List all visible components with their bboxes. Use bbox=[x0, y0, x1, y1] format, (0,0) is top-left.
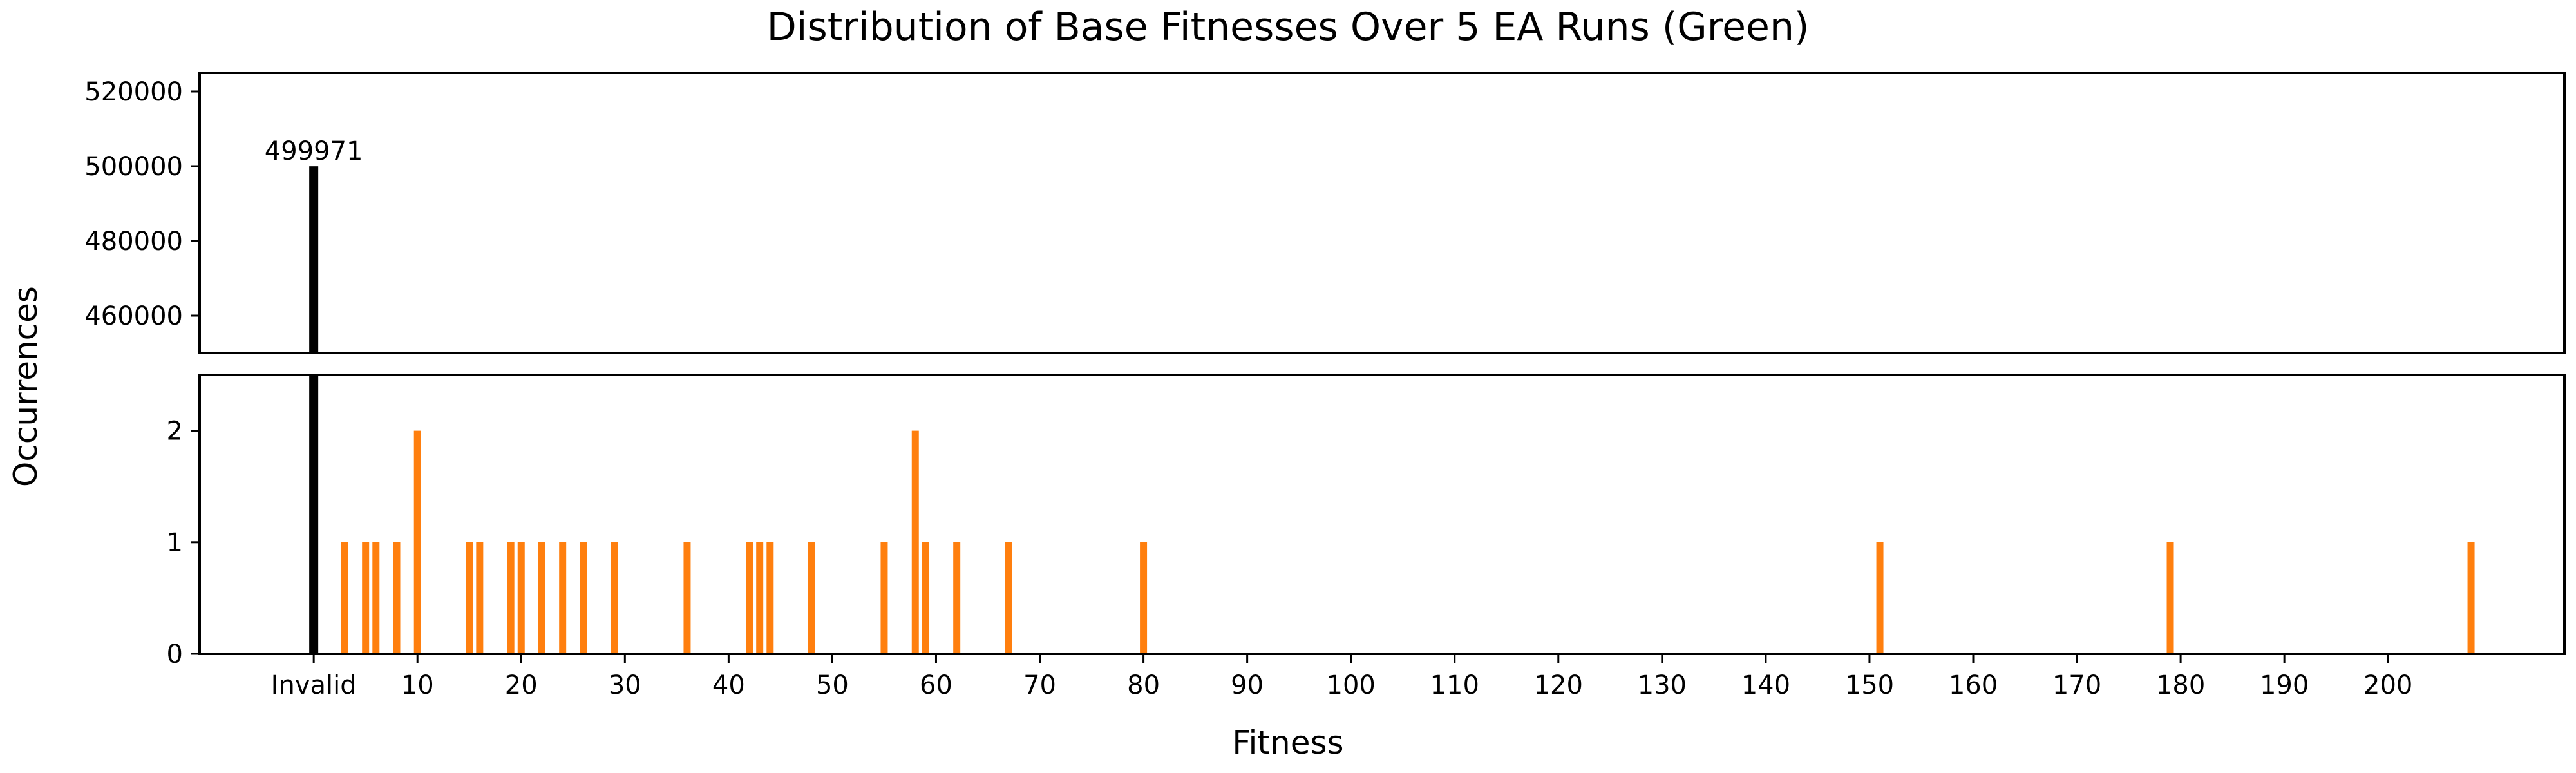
y-tick-label: 1 bbox=[167, 528, 183, 558]
x-tick-label: 60 bbox=[920, 671, 952, 700]
valid-bar-bottom bbox=[559, 542, 567, 654]
valid-bar-bottom bbox=[756, 542, 764, 654]
y-tick-label: 480000 bbox=[84, 227, 183, 256]
valid-bar-bottom bbox=[1005, 542, 1012, 654]
invalid-bar-top bbox=[309, 166, 319, 353]
bar-value-label: 499971 bbox=[265, 137, 363, 166]
top-panel-bars: 499971 bbox=[265, 137, 363, 353]
bottom-panel-frame bbox=[198, 374, 2566, 655]
valid-bar-bottom bbox=[1140, 542, 1148, 654]
valid-bar-bottom bbox=[922, 542, 929, 654]
valid-bar-bottom bbox=[517, 542, 525, 654]
x-axis-ticks: Invalid 10 20 30 40 50 60 70 80 90 100 110 120 130 140… bbox=[271, 654, 2412, 700]
valid-bar-bottom bbox=[911, 430, 919, 654]
bottom-panel-bars bbox=[309, 375, 2475, 654]
y-tick-label: 0 bbox=[167, 640, 183, 669]
x-tick-label: 90 bbox=[1231, 671, 1264, 700]
x-tick-label: 170 bbox=[2052, 671, 2101, 700]
valid-bar-bottom bbox=[362, 542, 370, 654]
valid-bar-bottom bbox=[507, 542, 515, 654]
x-tick-label: 80 bbox=[1127, 671, 1160, 700]
x-tick-label: 160 bbox=[1949, 671, 1998, 700]
valid-bar-bottom bbox=[808, 542, 815, 654]
x-tick-label: 180 bbox=[2156, 671, 2205, 700]
valid-bar-bottom bbox=[2467, 542, 2475, 654]
x-tick-label: Invalid bbox=[271, 671, 357, 700]
valid-bar-bottom bbox=[580, 542, 587, 654]
y-axis-label: Occurrences bbox=[7, 286, 44, 487]
x-tick-label: 130 bbox=[1638, 671, 1687, 700]
valid-bar-bottom bbox=[766, 542, 774, 654]
valid-bar-bottom bbox=[476, 542, 484, 654]
x-tick-label: 110 bbox=[1430, 671, 1479, 700]
valid-bar-bottom bbox=[413, 430, 421, 654]
bottom-panel-y-ticks: 0 1 2 bbox=[167, 417, 200, 669]
top-panel-y-ticks: 460000 480000 500000 520000 bbox=[84, 77, 200, 331]
x-tick-label: 100 bbox=[1327, 671, 1376, 700]
top-panel-frame bbox=[198, 72, 2566, 354]
y-tick-label: 520000 bbox=[84, 77, 183, 107]
y-tick-label: 500000 bbox=[84, 152, 183, 182]
valid-bar-bottom bbox=[611, 542, 618, 654]
y-tick-label: 460000 bbox=[84, 301, 183, 331]
valid-bar-bottom bbox=[466, 542, 473, 654]
x-tick-label: 150 bbox=[1845, 671, 1894, 700]
x-tick-label: 140 bbox=[1741, 671, 1790, 700]
valid-bar-bottom bbox=[746, 542, 753, 654]
valid-bar-bottom bbox=[538, 542, 545, 654]
valid-bar-bottom bbox=[393, 542, 401, 654]
y-tick-label: 2 bbox=[167, 417, 183, 446]
x-tick-label: 50 bbox=[816, 671, 849, 700]
bottom-panel: 0 1 2 Invalid 10 20 30 40 50 60 70 80 90 100 110 120 13… bbox=[167, 374, 2566, 700]
x-tick-label: 20 bbox=[505, 671, 538, 700]
valid-bar-bottom bbox=[953, 542, 961, 654]
valid-bar-bottom bbox=[2166, 542, 2174, 654]
x-tick-label: 120 bbox=[1534, 671, 1583, 700]
x-tick-label: 70 bbox=[1023, 671, 1056, 700]
valid-bar-bottom bbox=[1876, 542, 1884, 654]
x-tick-label: 30 bbox=[609, 671, 641, 700]
top-panel: 499971 460000 480000 500000 520000 bbox=[84, 72, 2566, 354]
x-axis-label: Fitness bbox=[1232, 724, 1343, 761]
valid-bar-bottom bbox=[372, 542, 380, 654]
x-tick-label: 200 bbox=[2363, 671, 2412, 700]
valid-bar-bottom bbox=[683, 542, 691, 654]
x-tick-label: 10 bbox=[401, 671, 434, 700]
valid-bar-bottom bbox=[341, 542, 348, 654]
chart-title: Distribution of Base Fitnesses Over 5 EA… bbox=[767, 5, 1810, 50]
valid-bar-bottom bbox=[880, 542, 888, 654]
x-tick-label: 190 bbox=[2260, 671, 2309, 700]
x-tick-label: 40 bbox=[712, 671, 745, 700]
invalid-bar-bottom bbox=[309, 375, 319, 654]
